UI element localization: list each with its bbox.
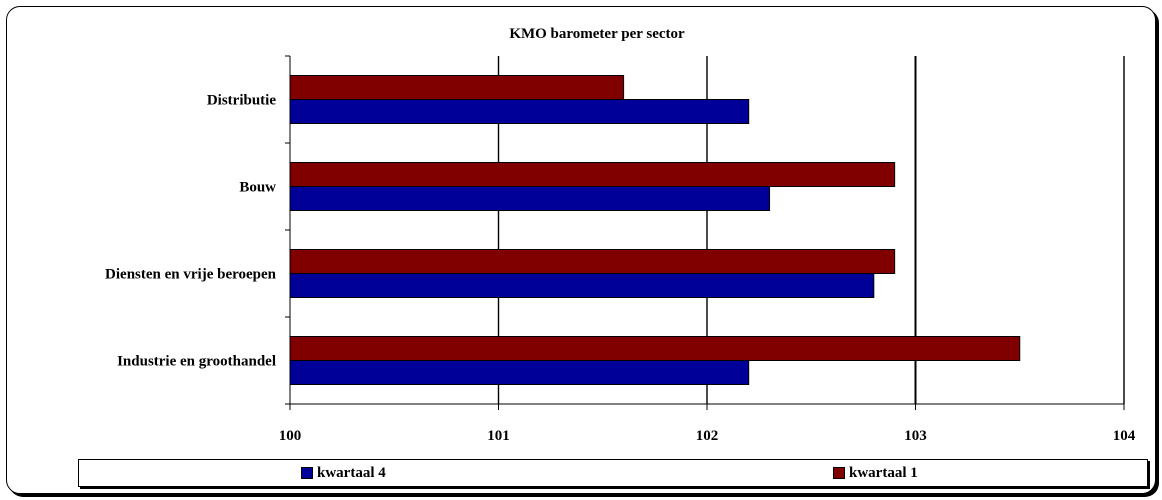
plot-area: 100 101 102 103 104 Distributie Bouw Diensten e… <box>105 55 1136 444</box>
x-tick-label-100: 100 <box>279 428 302 444</box>
x-tick-label-104: 104 <box>1113 428 1136 444</box>
legend: kwartaal 4 kwartaal 1 <box>78 459 1148 487</box>
category-label-industrie-en-groothandel: Industrie en groothandel <box>117 354 276 370</box>
legend-swatch-kwartaal-1 <box>833 467 845 479</box>
legend-item-kwartaal-1: kwartaal 1 <box>833 464 918 482</box>
bar-kwartaal-1-distributie <box>289 75 625 100</box>
legend-swatch-kwartaal-4 <box>301 467 313 479</box>
x-tick-label-101: 101 <box>487 428 510 444</box>
bar-kwartaal-1-diensten-en-vrije-beroepen <box>289 249 896 274</box>
category-label-diensten-en-vrije-beroepen: Diensten en vrije beroepen <box>105 267 277 283</box>
legend-label-kwartaal-4: kwartaal 4 <box>317 464 386 481</box>
legend-item-kwartaal-4: kwartaal 4 <box>301 464 386 482</box>
bar-kwartaal-1-industrie-en-groothandel <box>289 336 1021 361</box>
bar-kwartaal-4-diensten-en-vrije-beroepen <box>289 273 875 298</box>
x-tick-label-103: 103 <box>904 428 927 444</box>
chart-title: KMO barometer per sector <box>509 26 685 42</box>
x-tick-label-102: 102 <box>696 428 719 444</box>
category-label-bouw: Bouw <box>239 180 276 196</box>
bar-kwartaal-1-bouw <box>289 162 896 187</box>
category-label-distributie: Distributie <box>207 93 277 109</box>
bar-kwartaal-4-industrie-en-groothandel <box>289 360 750 385</box>
bar-kwartaal-4-distributie <box>289 99 750 124</box>
bar-kwartaal-4-bouw <box>289 186 771 211</box>
legend-label-kwartaal-1: kwartaal 1 <box>849 464 918 481</box>
